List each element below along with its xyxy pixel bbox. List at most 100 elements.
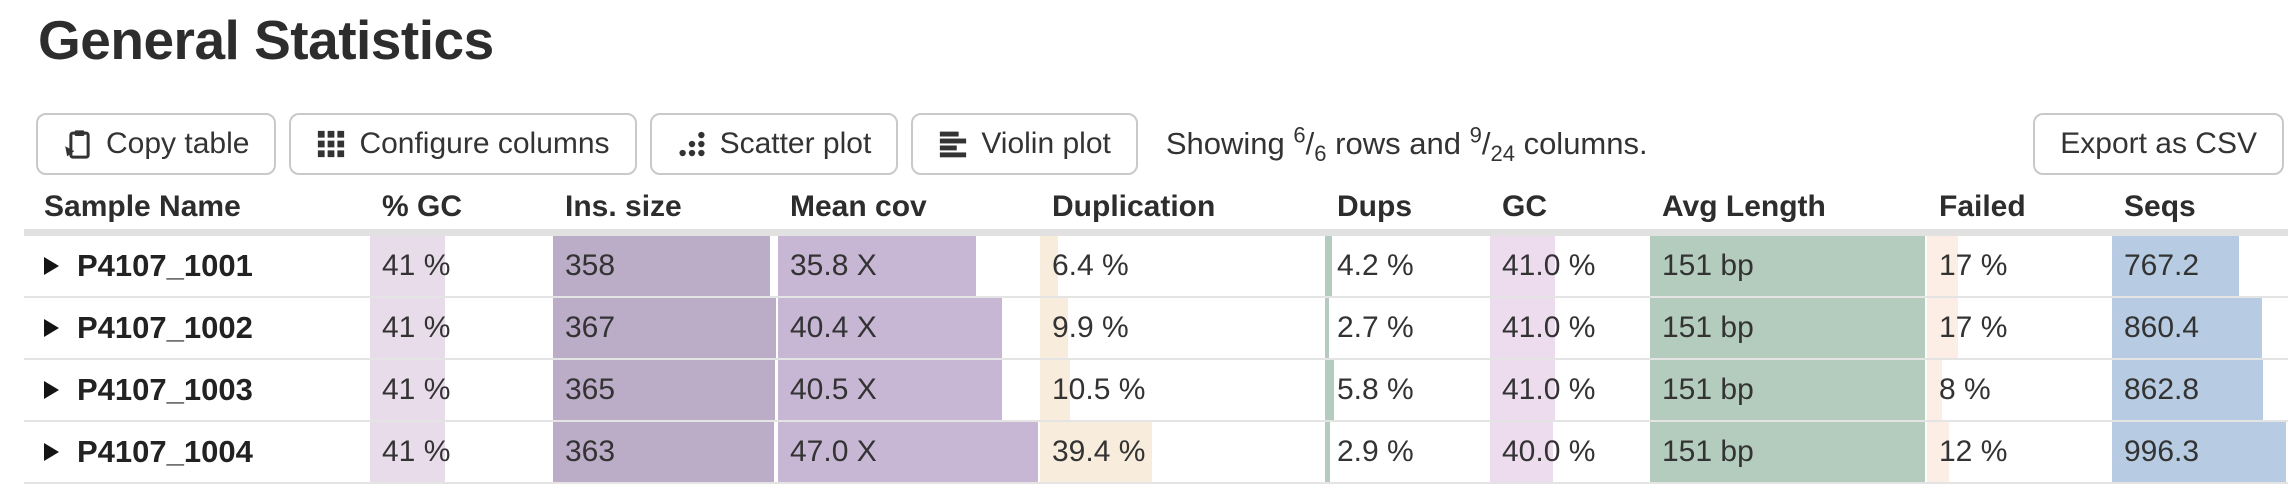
- row-expander-icon[interactable]: [44, 442, 59, 461]
- showing-summary: Showing 6/6 rows and 9/24 columns.: [1165, 122, 1648, 166]
- row-expander-icon[interactable]: [44, 318, 59, 337]
- cell-seqs: 862.8: [2112, 359, 2288, 420]
- cell-duplication: 39.4 %: [1040, 421, 1325, 482]
- grid-icon: [318, 130, 345, 157]
- cell-value: 367: [565, 310, 616, 344]
- cell-bar: [778, 297, 1002, 358]
- cell-bar: [1927, 235, 1959, 296]
- sample-name: P4107_1003: [77, 371, 253, 407]
- cell-bar: [1040, 359, 1070, 420]
- cell-value: 40.0 %: [1502, 434, 1596, 468]
- cell-ins-size: 363: [553, 421, 778, 482]
- header-mean-cov[interactable]: Mean cov: [790, 189, 927, 223]
- rows-shown-count: 6: [1293, 122, 1306, 148]
- cell-seqs: 767.2: [2112, 235, 2288, 296]
- header-seqs[interactable]: Seqs: [2124, 189, 2196, 223]
- cell-value: 40.4 X: [790, 310, 877, 344]
- cell-gc: 41.0 %: [1490, 297, 1650, 358]
- showing-suffix: columns.: [1523, 125, 1648, 161]
- cell-bar: [778, 235, 976, 296]
- header-sample-name[interactable]: Sample Name: [44, 189, 241, 223]
- cell-pct-gc: 41 %: [370, 297, 553, 358]
- cell-bar: [1325, 297, 1330, 358]
- sample-cell: P4107_1001: [24, 236, 370, 296]
- cols-shown-count: 9: [1469, 122, 1482, 148]
- copy-table-label: Copy table: [106, 126, 250, 160]
- cell-value: 2.9 %: [1337, 434, 1414, 468]
- cell-mean-cov: 40.4 X: [778, 297, 1040, 358]
- cell-value: 41 %: [382, 434, 451, 468]
- cell-avg-length: 151 bp: [1650, 421, 1927, 482]
- header-failed[interactable]: Failed: [1939, 189, 2026, 223]
- cell-duplication: 6.4 %: [1040, 235, 1325, 296]
- showing-prefix: Showing: [1165, 125, 1285, 161]
- cell-bar: [1490, 359, 1555, 420]
- cell-bar: [2112, 359, 2263, 420]
- cell-bar: [2112, 297, 2262, 358]
- clipboard-icon: [65, 129, 90, 159]
- cell-bar: [778, 421, 1038, 482]
- cell-ins-size: 367: [553, 297, 778, 358]
- cell-avg-length: 151 bp: [1650, 297, 1927, 358]
- cell-value: 365: [565, 372, 616, 406]
- violin-icon: [940, 131, 967, 157]
- cell-bar: [370, 359, 446, 420]
- cell-pct-gc: 41 %: [370, 235, 553, 296]
- cell-value: 47.0 X: [790, 434, 877, 468]
- cell-ins-size: 358: [553, 235, 778, 296]
- header-duplication[interactable]: Duplication: [1052, 189, 1216, 223]
- cell-pct-gc: 41 %: [370, 421, 553, 482]
- cell-failed: 17 %: [1927, 235, 2112, 296]
- configure-columns-button[interactable]: Configure columns: [289, 112, 637, 175]
- header-avg-length[interactable]: Avg Length: [1662, 189, 1826, 223]
- cell-avg-length: 151 bp: [1650, 359, 1927, 420]
- row-expander-icon[interactable]: [44, 256, 59, 275]
- cols-total-count: 24: [1490, 140, 1515, 166]
- violin-plot-button[interactable]: Violin plot: [911, 112, 1138, 175]
- header-dups[interactable]: Dups: [1337, 189, 1412, 223]
- cell-value: 41 %: [382, 248, 451, 282]
- header-ins-size[interactable]: Ins. size: [565, 189, 682, 223]
- cell-mean-cov: 35.8 X: [778, 235, 1040, 296]
- table-row: P4107_1002 41 % 367 40.4 X 9.9 % 2.7 % 4…: [24, 297, 2288, 360]
- cell-value: 860.4: [2124, 310, 2200, 344]
- toolbar: Copy table Configure columns Scatter plo…: [36, 112, 2286, 175]
- export-csv-button[interactable]: Export as CSV: [2033, 112, 2284, 175]
- cell-value: 39.4 %: [1052, 434, 1146, 468]
- cell-duplication: 9.9 %: [1040, 297, 1325, 358]
- cell-ins-size: 365: [553, 359, 778, 420]
- header-gc[interactable]: GC: [1502, 189, 1547, 223]
- cell-dups: 4.2 %: [1325, 235, 1490, 296]
- scatter-plot-button[interactable]: Scatter plot: [649, 112, 899, 175]
- cell-value: 151 bp: [1662, 372, 1754, 406]
- cell-value: 12 %: [1939, 434, 2008, 468]
- showing-mid: rows and: [1335, 125, 1461, 161]
- cell-value: 862.8: [2124, 372, 2200, 406]
- cell-bar: [1650, 421, 1925, 482]
- row-expander-icon[interactable]: [44, 380, 59, 399]
- header-pct-gc[interactable]: % GC: [382, 189, 463, 223]
- cell-value: 17 %: [1939, 248, 2008, 282]
- cell-bar: [1325, 235, 1332, 296]
- cell-bar: [553, 235, 771, 296]
- cell-value: 41 %: [382, 310, 451, 344]
- cell-bar: [1650, 235, 1925, 296]
- cell-bar: [1040, 421, 1152, 482]
- table-header-row: Sample Name % GC Ins. size Mean cov Dupl…: [24, 185, 2288, 229]
- copy-table-button[interactable]: Copy table: [36, 112, 277, 175]
- cell-avg-length: 151 bp: [1650, 235, 1927, 296]
- cell-value: 41.0 %: [1502, 248, 1596, 282]
- cell-value: 151 bp: [1662, 310, 1754, 344]
- cell-value: 2.7 %: [1337, 310, 1414, 344]
- cell-bar: [1650, 297, 1925, 358]
- cell-failed: 8 %: [1927, 359, 2112, 420]
- cell-value: 17 %: [1939, 310, 2008, 344]
- sample-cell: P4107_1003: [24, 360, 370, 420]
- cell-bar: [1490, 421, 1554, 482]
- scatter-icon: [679, 131, 705, 156]
- page-title: General Statistics: [38, 9, 494, 71]
- scatter-plot-label: Scatter plot: [719, 126, 872, 160]
- cell-bar: [370, 235, 446, 296]
- cell-bar: [1490, 297, 1555, 358]
- cell-value: 41.0 %: [1502, 372, 1596, 406]
